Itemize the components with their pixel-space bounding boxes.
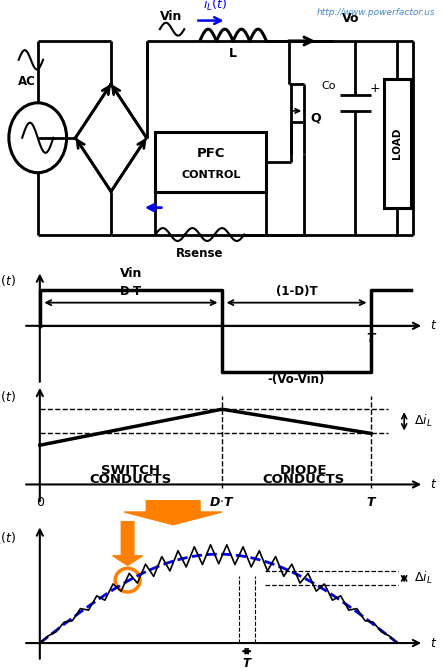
Text: CONDUCTS: CONDUCTS: [90, 472, 172, 486]
Text: t: t: [431, 478, 436, 491]
Text: $\Delta i_L$: $\Delta i_L$: [414, 571, 432, 587]
Text: $V_L(t)$: $V_L(t)$: [0, 274, 16, 290]
Text: LOAD: LOAD: [392, 128, 402, 159]
Text: (1-D)T: (1-D)T: [276, 285, 317, 298]
Text: 0: 0: [36, 495, 44, 509]
Text: http://www.powerfactor.us: http://www.powerfactor.us: [317, 8, 435, 17]
Bar: [155, 132, 266, 192]
Bar: [384, 79, 411, 208]
Text: T: T: [243, 657, 251, 670]
Text: Rsense: Rsense: [176, 247, 223, 260]
Text: Co: Co: [321, 81, 336, 91]
Text: CONTROL: CONTROL: [181, 170, 241, 180]
Text: D$\cdot$T: D$\cdot$T: [119, 285, 143, 298]
Text: Q: Q: [310, 112, 321, 124]
Text: +: +: [370, 82, 381, 95]
Text: t: t: [431, 636, 436, 650]
Text: T: T: [367, 495, 375, 509]
Text: $\Delta i_L$: $\Delta i_L$: [414, 413, 432, 429]
FancyArrow shape: [124, 501, 222, 525]
Text: $i_L(t)$: $i_L(t)$: [203, 0, 227, 13]
Text: CONDUCTS: CONDUCTS: [262, 472, 344, 486]
Text: SWITCH: SWITCH: [101, 464, 160, 476]
Text: Vin: Vin: [120, 267, 142, 280]
Text: L: L: [229, 47, 237, 60]
Text: DIODE: DIODE: [279, 464, 327, 476]
Text: $i_L(t)$: $i_L(t)$: [0, 530, 16, 546]
Text: Vin: Vin: [160, 10, 182, 24]
Text: D$\cdot$T: D$\cdot$T: [209, 495, 235, 509]
Text: Vo: Vo: [342, 12, 360, 25]
Text: PFC: PFC: [197, 146, 225, 159]
Text: T: T: [367, 332, 375, 345]
FancyArrow shape: [113, 519, 143, 565]
Text: -(Vo-Vin): -(Vo-Vin): [268, 374, 325, 386]
Text: $i_L(t)$: $i_L(t)$: [0, 390, 16, 406]
Text: AC: AC: [18, 75, 36, 88]
Text: t: t: [431, 319, 436, 333]
